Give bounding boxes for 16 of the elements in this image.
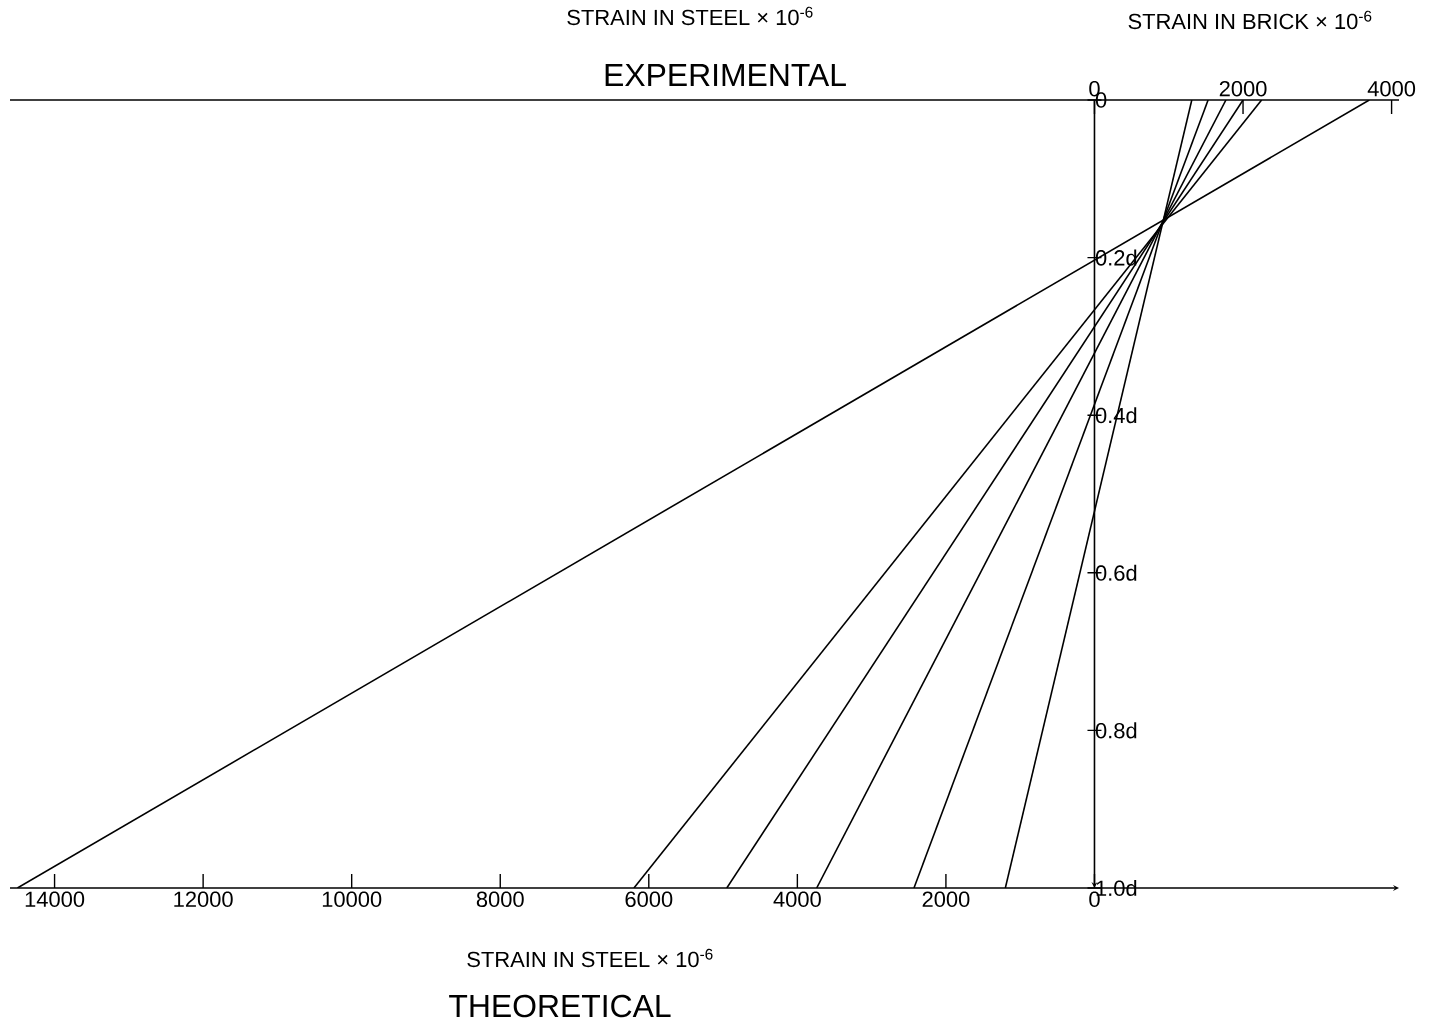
x-tick-label: 6000 — [625, 891, 673, 908]
y-tick-label: 0.8d — [1095, 722, 1137, 739]
x-tick-label: 8000 — [476, 891, 524, 908]
text: THEORETICAL — [449, 994, 671, 1018]
chart-title: EXPERIMENTAL — [605, 64, 846, 86]
x2-tick-label: 4000 — [1367, 80, 1416, 97]
x2-axis-title: STRAIN IN BRICK × 10$^{-6}$ — [1128, 10, 1372, 30]
x-tick-label: 12000 — [174, 891, 233, 908]
y-tick-label: 0.6d — [1095, 564, 1137, 581]
x-tick-label: 4000 — [773, 891, 821, 908]
x2-tick-label: 2000 — [1219, 80, 1267, 97]
text: STRAIN IN STEEL × 10$^{-6}$ — [567, 6, 813, 26]
x-tick-label: 10000 — [322, 891, 382, 908]
x-tick-label: 14000 — [25, 891, 85, 908]
x-tick-label: 2000 — [922, 891, 970, 908]
x-axis-title: STRAIN IN STEEL × 10$^{-6}$ — [467, 948, 713, 968]
